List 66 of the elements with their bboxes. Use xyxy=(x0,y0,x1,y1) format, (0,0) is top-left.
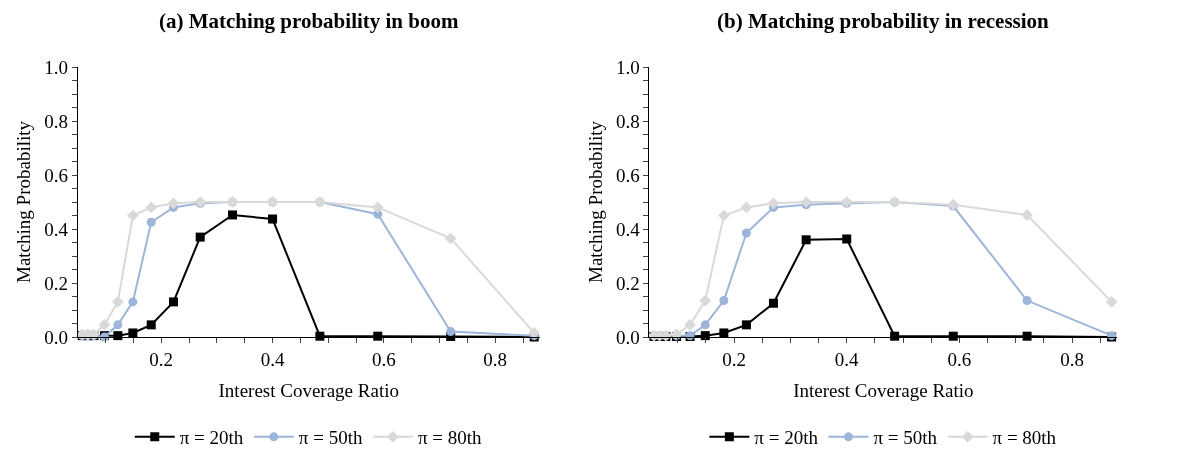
point xyxy=(167,197,180,210)
legend-label: π = 50th xyxy=(298,427,363,449)
legend-label: π = 80th xyxy=(992,427,1057,449)
y-tick-label: 0.4 xyxy=(615,218,641,240)
point xyxy=(127,209,139,222)
x-tick-label: 0.8 xyxy=(483,348,508,370)
point xyxy=(268,214,278,224)
legend-label: π = 80th xyxy=(417,427,483,449)
y-axis-title: Matching Probability xyxy=(584,120,606,284)
point xyxy=(128,328,138,338)
y-tick-label: 0.2 xyxy=(615,272,640,294)
x-axis-title: Interest Coverage Ratio xyxy=(793,379,974,401)
legend-label: π = 20th xyxy=(179,427,244,449)
point xyxy=(145,201,158,214)
x-tick-label: 0.2 xyxy=(722,348,746,370)
point xyxy=(700,320,710,330)
point xyxy=(227,210,237,220)
y-tick-label: 1.0 xyxy=(44,56,68,78)
legend-label: π = 50th xyxy=(873,427,938,449)
point xyxy=(371,201,384,214)
y-tick-label: 0.0 xyxy=(615,326,640,348)
y-axis-title: Matching Probability xyxy=(13,120,35,284)
x-tick-label: 0.2 xyxy=(149,348,174,370)
chart-title: (b) Matching probability in recession xyxy=(717,9,1050,33)
point xyxy=(767,197,780,210)
x-tick-label: 0.4 xyxy=(260,348,285,370)
x-axis-title: Interest Coverage Ratio xyxy=(218,379,399,401)
point xyxy=(800,196,812,208)
x-tick-label: 0.6 xyxy=(372,348,396,370)
point xyxy=(168,297,178,307)
y-tick-label: 1.0 xyxy=(615,56,640,78)
point xyxy=(699,294,712,307)
point xyxy=(195,232,205,242)
point xyxy=(741,320,751,330)
y-tick-label: 0.8 xyxy=(44,110,68,132)
x-tick-label: 0.8 xyxy=(1060,348,1085,370)
y-tick-label: 0.4 xyxy=(44,218,69,240)
chart-title: (a) Matching probability in boom xyxy=(159,9,459,33)
point xyxy=(718,209,730,222)
y-tick-label: 0.6 xyxy=(615,164,640,186)
y-tick-label: 0.2 xyxy=(44,272,68,294)
point xyxy=(128,297,138,307)
y-tick-label: 0.0 xyxy=(44,326,68,348)
point xyxy=(768,298,778,308)
point xyxy=(111,296,124,308)
point xyxy=(719,328,729,338)
point xyxy=(98,319,111,331)
legend-label: π = 20th xyxy=(754,427,819,449)
y-tick-label: 0.6 xyxy=(44,164,68,186)
point xyxy=(740,201,753,214)
point xyxy=(1022,296,1032,306)
point xyxy=(113,320,123,330)
point xyxy=(446,327,456,337)
point xyxy=(741,228,751,238)
point xyxy=(684,319,696,331)
y-tick-label: 0.8 xyxy=(615,110,640,132)
point xyxy=(1105,296,1118,308)
point xyxy=(801,235,811,245)
point xyxy=(146,320,156,330)
point xyxy=(528,327,541,339)
x-tick-label: 0.4 xyxy=(834,348,860,370)
point xyxy=(146,217,156,227)
point xyxy=(842,234,852,244)
point xyxy=(444,232,457,245)
point xyxy=(719,296,729,306)
x-tick-label: 0.6 xyxy=(947,348,972,370)
